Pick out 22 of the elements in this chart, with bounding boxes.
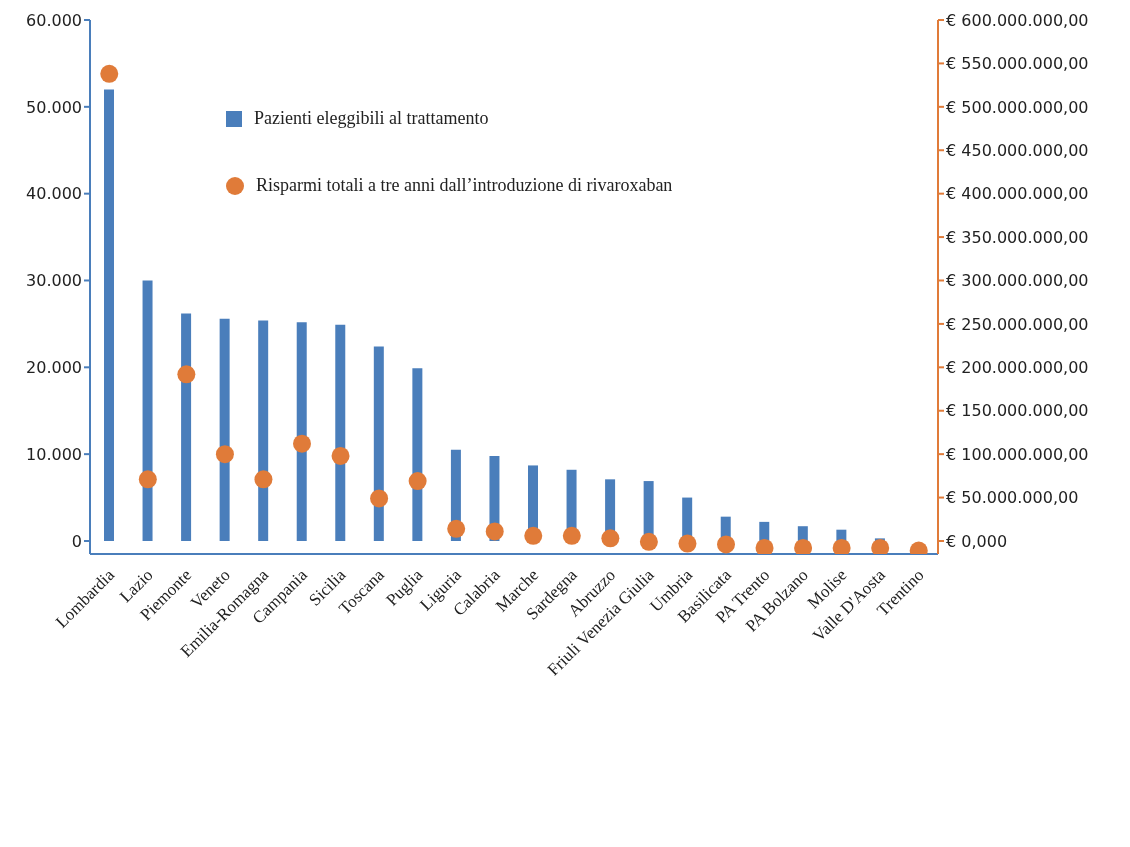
- y-tick-label: 40.000: [26, 184, 82, 204]
- y-tick-label: 0: [71, 531, 82, 551]
- y2-tick-label: € 450.000.000,00: [946, 140, 1089, 160]
- legend-label: Risparmi totali a tre anni dall’introduzione di rivaroxaban: [256, 175, 673, 196]
- y2-tick-label: € 400.000.000,00: [946, 184, 1089, 204]
- y2-tick-label: € 300.000.000,00: [946, 271, 1089, 291]
- y2-tick-label: € 150.000.000,00: [946, 401, 1089, 421]
- y-tick-label: 20.000: [26, 358, 82, 377]
- y2-tick-label: € 550.000.000,00: [946, 54, 1089, 74]
- y2-tick-label: € 200.000.000,00: [946, 358, 1089, 377]
- y2-tick-label: € 350.000.000,00: [946, 227, 1089, 247]
- y-tick-label: 60.000: [26, 10, 82, 30]
- y2-tick-label: € 250.000.000,00: [946, 314, 1089, 334]
- legend-label: Pazienti eleggibili al trattamento: [254, 108, 489, 129]
- y-tick-label: 10.000: [26, 444, 82, 464]
- y2-tick-label: € 50.000.000,00: [946, 488, 1079, 508]
- y2-tick-label: € 600.000.000,00: [946, 10, 1089, 30]
- y-tick-label: 30.000: [26, 271, 82, 291]
- y-tick-label: 50.000: [26, 97, 82, 117]
- y2-tick-label: € 500.000.000,00: [946, 97, 1089, 117]
- y2-tick-label: € 0,000: [946, 531, 1008, 551]
- y2-tick-label: € 100.000.000,00: [946, 444, 1089, 464]
